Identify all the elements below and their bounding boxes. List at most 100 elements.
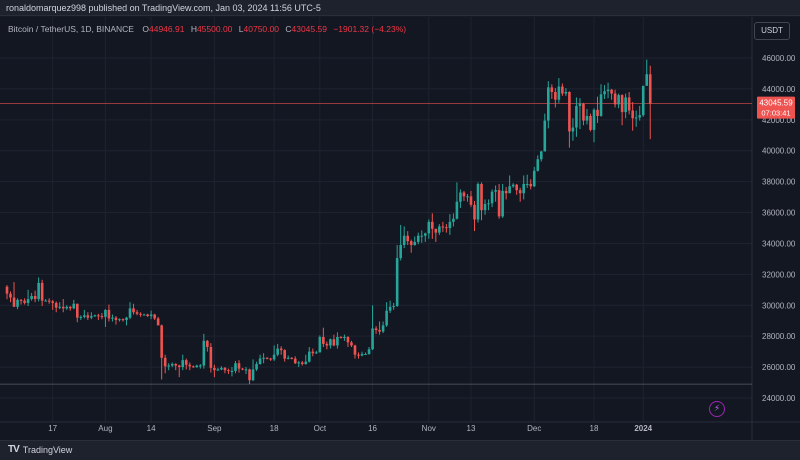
tradingview-mark-icon: TV [8,444,20,455]
publish-header: ronaldomarquez998 published on TradingVi… [0,0,800,16]
candle-body [525,183,529,185]
x-tick-label: Oct [314,424,327,433]
candle-body [139,313,142,315]
candle-body [9,293,12,298]
candle-body [385,310,388,326]
candle-body [532,170,536,187]
candle-body [627,97,631,111]
candle-body [402,235,406,245]
candle-body [554,92,557,100]
candle-body [114,317,118,320]
candle-body [30,296,33,300]
candle-body [441,226,445,228]
candle-body [97,315,100,317]
publish-text: ronaldomarquez998 published on TradingVi… [6,3,321,13]
candle-body [234,363,237,371]
candle-body [5,286,9,294]
candle-body [125,317,128,320]
candlestick-chart[interactable]: 24000.00 26000.00 28000.00 30000.00 32000.00… [0,17,800,440]
y-tick-label: 38000.00 [762,178,796,187]
candle-body [26,299,30,303]
y-tick-label: 30000.00 [762,301,796,310]
candle-body [76,303,79,318]
candle-body [174,364,178,366]
candle-body [19,299,23,301]
candle-body [620,95,624,113]
tradingview-logo[interactable]: TV TradingView [8,444,72,455]
candle-body [111,317,114,319]
candle-body [16,299,19,307]
candle-body [118,319,121,321]
candle-body [65,306,69,309]
candle-body [582,103,585,121]
y-tick-label: 36000.00 [762,209,796,218]
candle-body [360,353,364,356]
y-tick-label: 26000.00 [762,363,796,372]
candle-body [170,364,174,366]
candle-body [54,302,58,308]
candle-body [645,74,649,86]
candle-body [518,190,522,194]
x-tick-label: 18 [590,424,599,433]
candle-body [248,369,251,381]
candle-body [90,316,93,318]
candle-body [251,369,255,381]
candle-body [438,226,441,233]
candle-body [230,370,234,372]
candle-body [543,120,547,152]
candle-body [23,300,26,303]
candle-body [325,343,329,346]
candle-body [638,115,641,118]
candle-body [416,235,420,242]
candle-body [104,309,107,317]
candle-body [72,303,76,309]
currency-button[interactable]: USDT [754,22,790,40]
candle-body [258,358,262,364]
candle-body [177,365,181,368]
candle-body [121,319,125,321]
candle-body [223,367,227,371]
candle-body [596,109,599,116]
candle-body [33,296,37,300]
candle-body [550,87,554,92]
candle-body [297,362,301,364]
x-tick-label: 14 [147,424,156,433]
candle-body [547,87,550,121]
candle-body [307,351,311,362]
candle-body [163,357,167,367]
candle-body [423,233,427,236]
candle-body [132,308,135,313]
candle-body [181,360,185,368]
candle-body [269,358,272,360]
y-tick-label: 46000.00 [762,54,796,63]
candle-body [336,336,339,346]
candle-body [522,183,526,194]
candle-body [343,336,346,338]
candle-body [483,204,487,211]
close-label: C [285,24,292,34]
x-tick-label: 16 [368,424,377,433]
candle-body [459,192,462,202]
alert-bolt-icon[interactable]: ⚡ [709,401,725,417]
candle-body [585,115,589,121]
candle-body [40,282,44,301]
chart-area[interactable]: 24000.00 26000.00 28000.00 30000.00 32000.00… [0,17,800,440]
candle-body [339,336,343,338]
candle-body [378,330,381,332]
candle-body [395,258,399,307]
candle-body [262,357,265,359]
candle-body [329,339,332,346]
candle-body [487,203,490,205]
x-tick-label: 13 [467,424,476,433]
last-price-label: 43045.59 [759,99,793,108]
candle-body [227,370,230,372]
candle-body [283,350,286,359]
candle-body [209,347,213,368]
candle-body [153,314,156,319]
symbol-title[interactable]: Bitcoin / TetherUS, 1D, BINANCE [8,24,134,34]
candle-body [539,151,543,160]
candle-body [68,306,72,309]
candle-body [561,86,564,94]
candle-body [311,351,315,354]
candle-body [497,190,501,217]
